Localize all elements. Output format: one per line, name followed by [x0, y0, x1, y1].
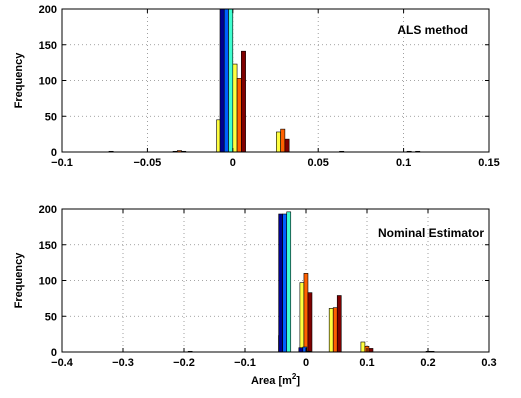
bar-bin4-series3	[328, 308, 334, 353]
nominal-estimator-plot: −0.4 −0.3 −0.2 −0.1 0 0.1 0.2 0.3 0 50 100 150 200 No…	[13, 204, 497, 387]
x-tick-label: 0	[230, 157, 236, 169]
y-tick-label: 200	[39, 4, 57, 16]
y-tick-label: 150	[39, 40, 57, 52]
bar-bin4-series5	[336, 295, 342, 353]
bar-bin5-series5	[368, 348, 374, 353]
x-tick-label: −0.2	[173, 357, 195, 369]
x-tick-label: −0.4	[51, 357, 74, 369]
y-tick-label: 150	[39, 240, 57, 252]
bar-bin5-series3	[360, 341, 366, 353]
plot-annotation: Nominal Estimator	[378, 226, 484, 240]
bar-bin3-series0	[298, 347, 304, 353]
x-axis-label: Area [m2]	[251, 372, 300, 387]
x-tick-label: 0.1	[359, 357, 374, 369]
bar-bin1-series0	[278, 213, 284, 353]
bar-bin1-series1	[282, 213, 288, 353]
x-tick-label: −0.05	[133, 157, 161, 169]
als-method-plot: −0.1 −0.05 0 0.05 0.1 0.15 0 50 100 150 200 ALS met…	[13, 4, 500, 169]
y-tick-label: 50	[45, 111, 57, 123]
y-axis-label: Frequency	[13, 52, 25, 109]
bar-bin1-series3	[232, 63, 238, 153]
bar-bin1-series4	[236, 78, 242, 153]
bar-bin1-series5	[241, 50, 246, 153]
plot-area	[62, 9, 489, 152]
x-tick-label: −0.1	[234, 357, 256, 369]
y-tick-label: 100	[39, 76, 57, 88]
x-tick-label: 0	[303, 357, 309, 369]
bar-bin2-series5	[284, 138, 290, 153]
x-tick-label: −0.1	[51, 157, 73, 169]
y-tick-label: 200	[39, 204, 57, 216]
x-tick-label: −0.3	[112, 357, 134, 369]
bar-bin1-series1	[223, 8, 229, 153]
bar-bin4-series4	[332, 307, 338, 353]
x-tick-label: 0.3	[481, 357, 496, 369]
bar-bin1-series0	[219, 8, 225, 153]
bar-bin1-series2	[286, 211, 292, 353]
x-tick-label: 0.1	[396, 157, 411, 169]
y-tick-label: 0	[51, 147, 57, 159]
plot-area	[62, 209, 489, 352]
x-tick-label: 0.2	[420, 357, 435, 369]
x-tick-label: 0.15	[478, 157, 499, 169]
bar-bin2-series4	[280, 128, 286, 153]
bar-bin1-series2	[228, 8, 234, 153]
y-axis-label: Frequency	[13, 252, 25, 309]
bar-bin2-series5	[307, 292, 313, 353]
y-tick-label: 50	[45, 311, 57, 323]
bar-bin2-series3	[276, 131, 281, 153]
y-tick-label: 0	[51, 347, 57, 359]
bar-bin2-series4	[303, 273, 309, 353]
y-tick-label: 100	[39, 276, 57, 288]
x-tick-label: 0.05	[307, 157, 328, 169]
bar-bin2-series3	[299, 282, 305, 353]
plot-annotation: ALS method	[397, 23, 468, 37]
